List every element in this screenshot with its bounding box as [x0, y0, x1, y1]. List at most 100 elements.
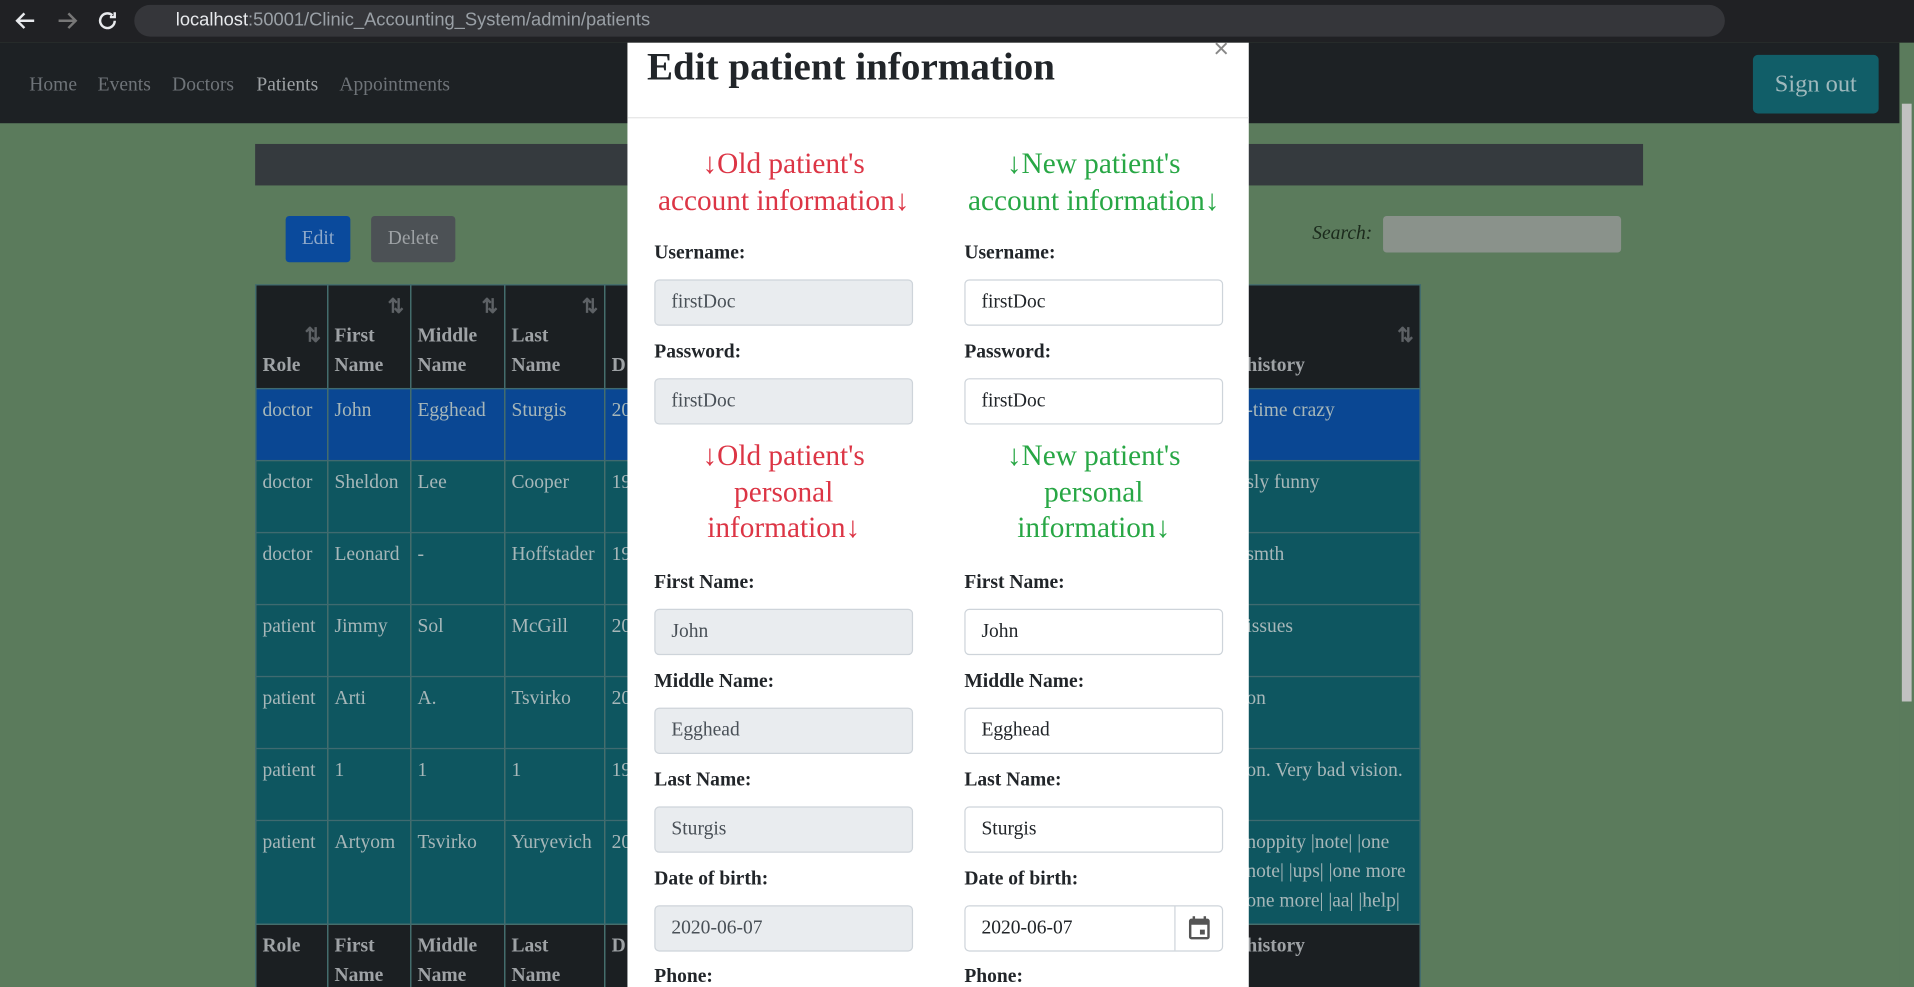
text-input: Sturgis [654, 805, 914, 853]
section-heading: ↓New patient's personal information↓ [1006, 440, 1181, 545]
table-cell: smth [1239, 531, 1421, 606]
table-cell: Sturgis [504, 387, 606, 462]
divider [627, 117, 1249, 119]
new-column: ↓New patient's account information↓ Usern… [964, 148, 1224, 987]
scroll-thumb [1901, 103, 1912, 702]
nav-link[interactable]: Patients [256, 74, 319, 96]
table-cell: Sheldon [327, 459, 412, 534]
calendar-icon[interactable] [1174, 905, 1222, 950]
url-bar[interactable]: localhost:50001/Clinic_Accounting_System… [134, 4, 1725, 37]
table-cell: doctor [255, 459, 329, 534]
text-input[interactable]: 2020-06-07 [964, 904, 1224, 951]
table-cell: Sol [410, 603, 506, 678]
nav-icons [15, 12, 116, 30]
sort-icon: ⇅ [581, 296, 599, 318]
old-column: ↓Old patient's account information↓ Usern… [654, 148, 914, 987]
url-host: localhost [175, 9, 249, 31]
field-label: Last Name: [654, 769, 752, 790]
text-input[interactable]: firstDoc [964, 378, 1224, 425]
field-label: Username: [654, 242, 746, 264]
column-header[interactable]: ⇅ Middle Name [410, 284, 506, 390]
text-input: firstDoc [654, 279, 914, 326]
table-cell: Yuryevich [504, 819, 606, 925]
field-label: Last Name: [964, 769, 1062, 790]
table-cell: 1 [504, 747, 606, 822]
sign-out-button[interactable]: Sign out [1752, 54, 1879, 114]
field-label: First Name: [964, 571, 1065, 593]
delete-button[interactable]: Delete [371, 215, 456, 263]
table-cell: 1 [410, 747, 506, 822]
section-heading: ↓New patient's account information↓ [968, 148, 1220, 217]
text-input: John [654, 608, 914, 655]
table-cell: doctor [255, 387, 329, 462]
table-cell: on. Very bad vision. [1239, 747, 1421, 822]
table-cell: Arti [327, 675, 412, 750]
sort-icon: ⇅ [304, 325, 322, 347]
edit-button[interactable]: Edit [285, 215, 351, 263]
sort-icon: ⇅ [1397, 325, 1414, 347]
field-label: Phone: [654, 965, 713, 987]
text-input: firstDoc [654, 378, 914, 425]
field-label: Username: [964, 242, 1056, 264]
column-header[interactable]: ⇅ First Name [327, 284, 412, 390]
table-cell: A. [410, 675, 506, 750]
table-cell: John [327, 387, 412, 462]
table-cell: noppity |note| |one note| |ups| |one mor… [1239, 819, 1421, 925]
sort-icon: ⇅ [387, 296, 405, 318]
text-input[interactable]: Egghead [964, 706, 1224, 754]
close-button[interactable]: × [1213, 32, 1230, 64]
table-cell: patient [255, 603, 329, 678]
table-cell: Lee [410, 459, 506, 534]
sort-icon: ⇅ [481, 296, 499, 318]
field-label: Middle Name: [654, 670, 775, 692]
table-cell: Jimmy [327, 603, 412, 678]
table-cell: Egghead [410, 387, 506, 462]
text-input[interactable]: firstDoc [964, 279, 1224, 326]
field-label: First Name: [654, 571, 755, 593]
table-cell: issues [1239, 603, 1421, 678]
url-path: :50001/Clinic_Accounting_System/admin/pa… [248, 9, 651, 31]
table-cell: patient [255, 747, 329, 822]
nav-link[interactable]: Appointments [339, 74, 451, 96]
column-footer: Last Name [504, 923, 606, 987]
field-label: Password: [654, 341, 742, 363]
section-heading: ↓Old patient's account information↓ [657, 148, 910, 217]
column-header[interactable]: ⇅ Last Name [504, 284, 606, 390]
text-input[interactable]: Sturgis [964, 805, 1224, 853]
column-footer: First Name [327, 923, 412, 987]
table-cell: Tsvirko [504, 675, 606, 750]
column-header[interactable]: ⇅ history [1239, 284, 1421, 390]
search-label: Search: [1312, 223, 1373, 244]
field-label: Date of birth: [654, 868, 769, 889]
search-input[interactable] [1383, 215, 1622, 253]
table-cell: patient [255, 675, 329, 750]
column-footer: Middle Name [410, 923, 506, 987]
text-input[interactable]: John [964, 608, 1224, 655]
section-heading: ↓Old patient's personal information↓ [702, 440, 865, 545]
table-cell: on [1239, 675, 1421, 750]
nav-link[interactable]: Events [97, 74, 151, 96]
scrollbar [1899, 42, 1914, 987]
column-header[interactable]: ⇅ Role [255, 284, 329, 390]
table-cell: doctor [255, 531, 329, 606]
field-label: Password: [964, 341, 1052, 363]
column-footer: history [1239, 923, 1421, 987]
text-input: 2020-06-07 [654, 904, 914, 951]
table-cell: Cooper [504, 459, 606, 534]
table-cell: patient [255, 819, 329, 925]
table-cell: Tsvirko [410, 819, 506, 925]
modal: Edit patient information × ↓Old patient'… [627, 33, 1249, 987]
text-input: Egghead [654, 706, 914, 754]
table-cell: - [410, 531, 506, 606]
table-cell: Leonard [327, 531, 412, 606]
nav-link[interactable]: Doctors [172, 74, 234, 96]
modal-title: Edit patient information [646, 43, 1055, 88]
table-cell: Artyom [327, 819, 412, 925]
column-footer: Role [255, 923, 329, 987]
table-cell: 1 [327, 747, 412, 822]
table-cell: McGill [504, 603, 606, 678]
table-cell: Hoffstader [504, 531, 606, 606]
field-label: Middle Name: [964, 670, 1085, 692]
nav-link[interactable]: Home [29, 74, 78, 96]
